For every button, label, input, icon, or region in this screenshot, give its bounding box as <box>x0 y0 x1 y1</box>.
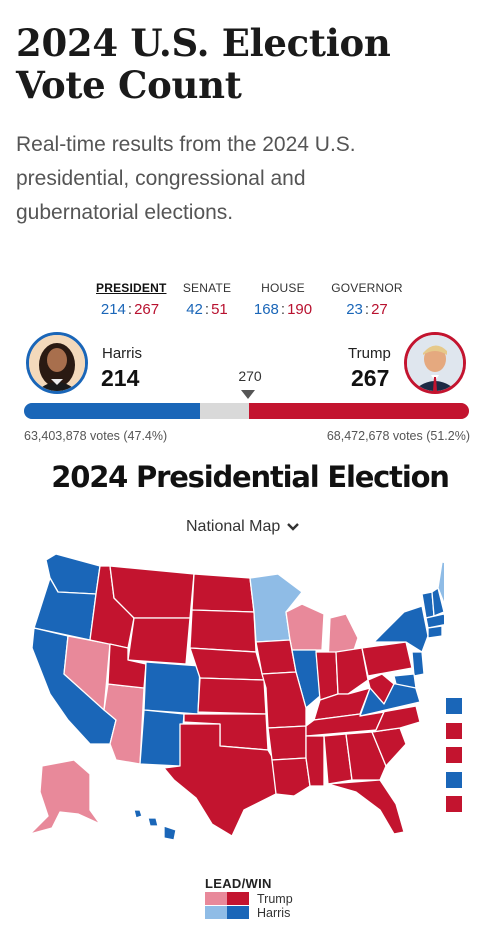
state-connecticut <box>427 625 443 639</box>
chevron-down-icon <box>287 523 300 531</box>
state-iowa <box>255 639 297 675</box>
small-state-square[interactable] <box>446 698 462 714</box>
page-subtitle-line-1: Real-time results from the 2024 U.S. <box>16 133 356 156</box>
tab-house[interactable]: HOUSE 168:190 <box>250 281 316 318</box>
harris-win-swatch <box>227 906 249 919</box>
state-illinois <box>291 649 321 709</box>
state-nebraska <box>189 647 265 681</box>
page-subtitle: Real-time results from the 2024 U.S. pre… <box>16 128 486 230</box>
trump-popular-vote: 68,472,678 votes (51.2%) <box>326 429 470 443</box>
rep-count: 27 <box>371 301 388 318</box>
state-louisiana <box>271 757 311 797</box>
map-legend: LEAD/WIN Trump Harris <box>205 876 293 920</box>
dem-count: 168 <box>253 301 279 318</box>
state-mississippi <box>305 735 325 787</box>
trump-avatar <box>404 332 466 394</box>
harris-bar-fill <box>24 403 201 419</box>
state-georgia <box>345 731 387 781</box>
tab-senate[interactable]: SENATE 42:51 <box>180 281 234 318</box>
dem-count: 42 <box>186 301 203 318</box>
state-ohio <box>335 647 369 695</box>
score-separator: : <box>127 301 133 318</box>
trump-bar-fill <box>248 403 469 419</box>
tab-president-label: PRESIDENT <box>96 281 167 295</box>
state-florida <box>327 779 405 835</box>
page-subtitle-line-3: gubernatorial elections. <box>16 201 234 224</box>
tab-governor-label: GOVERNOR <box>331 281 403 295</box>
page-title-line-2: Vote Count <box>16 63 242 107</box>
trump-lead-swatch <box>205 892 227 905</box>
state-hawaii <box>133 809 177 840</box>
state-kansas <box>197 677 267 715</box>
map-title: 2024 Presidential Election <box>51 460 450 494</box>
rep-count: 51 <box>211 301 228 318</box>
trump-name: Trump <box>348 345 391 362</box>
page-title-line-1: 2024 U.S. Election <box>16 21 391 65</box>
score-separator: : <box>204 301 210 318</box>
electoral-progress-bar <box>24 403 469 419</box>
state-north-carolina <box>359 705 421 733</box>
rep-count: 267 <box>134 301 160 318</box>
harris-electoral-votes: 214 <box>101 365 140 391</box>
state-wyoming <box>127 617 191 665</box>
state-massachusetts <box>425 613 444 629</box>
trump-win-swatch <box>227 892 249 905</box>
threshold-label: 270 <box>238 368 262 384</box>
state-alaska <box>29 759 101 835</box>
legend-row-harris: Harris <box>205 905 293 920</box>
state-maryland <box>393 673 417 689</box>
harris-avatar <box>26 332 88 394</box>
map-view-label: National Map <box>186 518 281 535</box>
legend-label-harris: Harris <box>257 905 291 920</box>
state-maine <box>437 561 444 605</box>
score-separator: : <box>280 301 286 318</box>
trump-electoral-votes: 267 <box>351 365 390 391</box>
threshold-marker <box>241 390 255 399</box>
state-new-mexico <box>139 709 185 767</box>
state-arkansas <box>267 725 307 761</box>
small-state-square[interactable] <box>446 771 462 788</box>
state-texas <box>163 723 281 837</box>
harris-popular-vote: 63,403,878 votes (47.4%) <box>24 429 168 443</box>
map-view-dropdown[interactable]: National Map <box>186 518 300 536</box>
state-pennsylvania <box>361 641 413 677</box>
race-tabs: PRESIDENT 214:267 SENATE 42:51 HOUSE 168… <box>0 281 500 321</box>
small-state-square[interactable] <box>446 722 462 739</box>
state-north-dakota <box>191 573 255 613</box>
dem-count: 23 <box>346 301 363 318</box>
score-separator: : <box>364 301 370 318</box>
legend-label-trump: Trump <box>257 891 293 906</box>
tab-president-score: 214:267 <box>96 302 164 318</box>
legend-title: LEAD/WIN <box>205 876 272 891</box>
small-state-indicators <box>446 698 462 821</box>
dem-count: 214 <box>100 301 126 318</box>
state-wisconsin <box>285 603 325 651</box>
state-new-jersey <box>411 651 425 677</box>
state-colorado <box>143 661 201 715</box>
state-new-hampshire <box>431 587 444 617</box>
state-south-dakota <box>189 609 257 653</box>
tab-president[interactable]: PRESIDENT 214:267 <box>96 281 167 318</box>
tab-senate-label: SENATE <box>182 281 232 295</box>
tab-senate-score: 42:51 <box>180 302 234 318</box>
us-election-map[interactable] <box>24 548 444 840</box>
legend-row-trump: Trump <box>205 891 293 906</box>
state-indiana <box>315 651 339 701</box>
harris-name: Harris <box>102 345 142 362</box>
small-state-square[interactable] <box>446 747 462 763</box>
tab-house-score: 168:190 <box>250 302 316 318</box>
page-title: 2024 U.S. Election Vote Count <box>16 22 486 106</box>
rep-count: 190 <box>287 301 313 318</box>
tab-governor[interactable]: GOVERNOR 23:27 <box>330 281 404 318</box>
page-subtitle-line-2: presidential, congressional and <box>16 167 306 190</box>
tab-house-label: HOUSE <box>261 281 305 295</box>
small-state-square[interactable] <box>446 796 462 812</box>
tab-governor-score: 23:27 <box>330 302 404 318</box>
harris-lead-swatch <box>205 906 227 919</box>
